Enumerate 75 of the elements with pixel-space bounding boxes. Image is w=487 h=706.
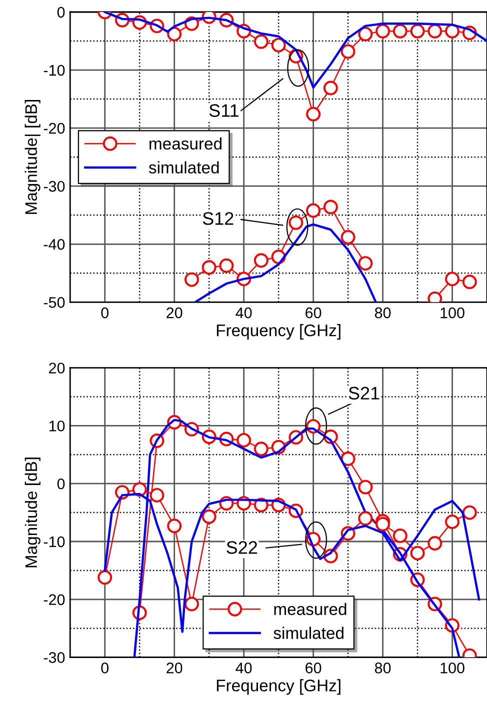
point <box>445 272 460 286</box>
point <box>167 26 182 42</box>
point <box>184 272 199 287</box>
x-tick-label: 40 <box>236 307 252 318</box>
point <box>392 528 408 543</box>
x-tick-label: 100 <box>440 662 464 674</box>
x-tick-label: 0 <box>101 307 109 318</box>
point <box>202 509 216 524</box>
point <box>445 514 460 530</box>
point <box>358 511 373 526</box>
y-tick-label: 0 <box>57 6 65 18</box>
point <box>340 230 356 244</box>
point <box>340 451 356 466</box>
point <box>410 24 425 38</box>
point <box>306 203 321 218</box>
x-tick-label: 60 <box>306 307 322 318</box>
y-tick-label: 0 <box>57 478 65 490</box>
x-tick-label: 60 <box>306 662 322 674</box>
x-tick-label: 20 <box>166 307 182 318</box>
point <box>184 596 199 612</box>
point <box>428 24 442 38</box>
point <box>358 256 373 271</box>
y-tick-label: -20 <box>44 122 65 134</box>
x-tick-label: 100 <box>440 307 464 318</box>
y-tick-label: -50 <box>44 297 65 308</box>
point <box>271 38 286 52</box>
y-tick-label: -10 <box>44 536 65 548</box>
point <box>358 480 373 494</box>
x-tick-label: 0 <box>101 662 109 674</box>
point <box>202 260 216 275</box>
y-axis-title: Magnitude| [dB] <box>24 100 40 214</box>
y-tick-label: -30 <box>44 652 65 663</box>
annotation: S11 <box>209 104 238 117</box>
x-axis-title: Frequency [GHz] <box>216 679 340 695</box>
point <box>410 546 425 560</box>
y-axis-title: Magnitude [dB] <box>24 458 40 568</box>
point <box>254 253 268 268</box>
x-tick-label: 80 <box>374 662 391 674</box>
y-tick-label: -20 <box>44 594 65 606</box>
legend-label: measured <box>274 602 346 616</box>
x-axis-title: Frequency [GHz] <box>216 324 340 340</box>
annotation: S22 <box>226 541 258 554</box>
y-tick-label: 20 <box>49 362 65 374</box>
point <box>323 80 338 96</box>
point <box>150 488 164 502</box>
x-tick-label: 80 <box>374 307 391 318</box>
x-tick-label: 20 <box>166 662 182 674</box>
legend-label: simulated <box>148 161 219 174</box>
point <box>340 44 356 59</box>
point <box>428 536 442 550</box>
x-tick-label: 40 <box>236 662 252 674</box>
annotation: S21 <box>348 386 380 400</box>
y-tick-label: -10 <box>44 64 65 76</box>
point <box>254 34 268 49</box>
point <box>462 505 477 520</box>
point <box>376 24 390 38</box>
point <box>306 106 321 122</box>
point <box>462 274 477 290</box>
annotation: S12 <box>202 212 234 225</box>
point <box>219 258 234 273</box>
point <box>236 432 252 448</box>
y-tick-label: -30 <box>44 180 65 192</box>
point <box>167 518 182 534</box>
point <box>254 442 268 456</box>
point <box>358 26 373 42</box>
legend-label: simulated <box>274 626 344 639</box>
y-tick-label: -40 <box>44 239 65 250</box>
point <box>323 200 338 214</box>
legend-label: measured <box>150 137 222 150</box>
point <box>376 516 390 532</box>
point <box>392 24 408 38</box>
point <box>445 24 460 38</box>
line-series <box>194 223 377 302</box>
point <box>98 570 112 585</box>
y-tick-label: 10 <box>49 420 65 432</box>
